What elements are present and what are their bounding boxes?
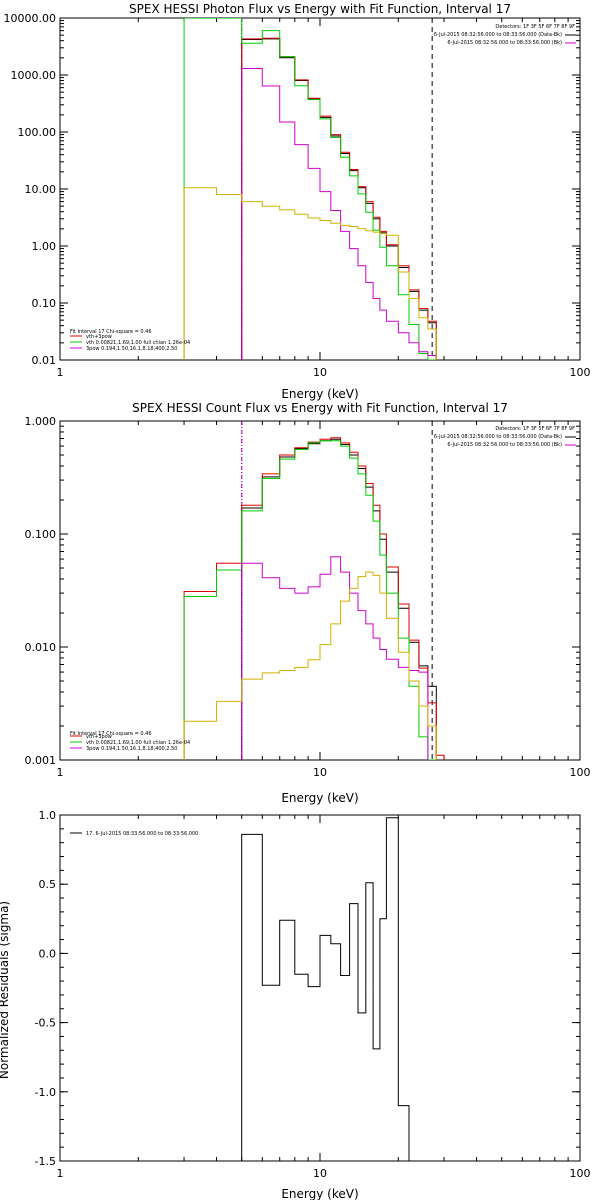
count-flux-title: SPEX HESSI Count Flux vs Energy with Fit… [132,401,508,415]
count-flux-header-line-2: 6-Jul-2015 08:32:56.000 to 08:33:56.000 … [434,434,562,440]
photon-flux-legend-label: vth+3pow [86,334,112,340]
residuals-ylabel: Normalized Residuals (sigma) [0,901,11,1079]
residuals-y-tick-label: -1.0 [35,1086,56,1099]
photon-flux-x-tick-label: 1 [57,366,64,379]
residuals-axes-frame [59,814,581,1162]
count-flux-x-tick-label: 1 [57,766,64,779]
residuals-y-tick-label: 0.5 [39,878,57,891]
residuals-x-tick-label: 1 [57,1167,64,1180]
photon-flux-x-tick-label: 100 [570,366,591,379]
count-flux-series-2-histogram [183,440,437,760]
count-flux-legend-label: vth+3pow [86,734,112,740]
residuals-y-tick-label: -0.5 [35,1017,56,1030]
count-flux-header-line-3: 6-Jul-2015 08:32:56.000 to 08:33:56.000 … [447,442,562,448]
photon-flux-series-2-histogram [183,18,437,360]
photon-flux-header-line-2: 6-Jul-2015 08:32:56.000 to 08:33:56.000 … [434,32,562,38]
photon-flux-x-tick-label: 10 [313,366,327,379]
count-flux-series-1-histogram [183,437,445,760]
photon-flux-legend-title: Fit Interval 17 Chi-square = 0.46 [70,329,152,335]
residuals-legend-label: 17. 6-Jul-2015 08:33:56.000 to 08:33:56.… [86,831,198,837]
photon-flux-header-line-3: 6-Jul-2015 08:32:56.000 to 08:33:56.000 … [447,40,562,46]
photon-flux-header-line-1: Detectors: 1F 3F 5F 6F 7F 8F 9F [495,24,575,30]
count-flux-xlabel: Energy (keV) [281,791,358,805]
photon-flux-y-tick-label: 0.10 [32,297,57,310]
photon-flux-legend-label: vth 0.00821,1.69,1.00 full chian 1.26e-0… [86,340,190,346]
photon-flux-y-tick-label: 1.00 [32,240,57,253]
count-flux-x-tick-label: 100 [570,766,591,779]
count-flux-series-3-histogram [241,556,429,760]
residuals-y-tick-label: 0.0 [39,947,57,960]
photon-flux-xlabel: Energy (keV) [281,387,358,401]
residuals-y-tick-label: 1.0 [39,809,57,822]
residuals-x-tick-label: 10 [313,1167,327,1180]
photon-flux-y-tick-label: 0.01 [32,354,57,367]
photon-flux-series-1-histogram [241,37,437,360]
photon-flux-series-3-histogram [241,68,437,360]
count-flux-y-tick-label: 0.001 [25,754,57,767]
residuals-panel: 1 10 100 -1.5 -1.0 -0.5 0.0 0.5 1.0 17. 6-Jul-201… [0,809,591,1200]
photon-flux-series-0-histogram [241,38,437,360]
count-flux-legend-label: vth 0.00821,1.69,1.00 full chian 1.26e-0… [86,740,190,746]
count-flux-y-tick-label: 1.000 [25,415,57,428]
residuals-xlabel: Energy (keV) [281,1187,358,1200]
count-flux-series-0-histogram [241,438,437,760]
photon-flux-series-4-histogram [183,187,437,360]
residuals-series-0-histogram [241,817,419,1161]
residuals-x-tick-label: 100 [570,1167,591,1180]
photon-flux-panel: SPEX HESSI Photon Flux vs Energy with Fi… [4,2,591,401]
residuals-y-tick-label: -1.5 [35,1155,56,1168]
count-flux-x-tick-label: 10 [313,766,327,779]
photon-flux-y-tick-label: 10.00 [25,183,57,196]
photon-flux-legend-label: 3pow 0.194,1.50,16.1,8.18,400,2.50 [86,346,177,352]
photon-flux-y-tick-label: 10000.00 [4,12,57,25]
photon-flux-y-tick-label: 1000.00 [11,69,57,82]
count-flux-y-tick-label: 0.010 [25,641,57,654]
photon-flux-title: SPEX HESSI Photon Flux vs Energy with Fi… [129,2,511,16]
count-flux-series-4-histogram [183,571,437,760]
count-flux-y-tick-label: 0.100 [25,528,57,541]
count-flux-header-line-1: Detectors: 1F 3F 5F 6F 7F 8F 9F [495,426,575,432]
photon-flux-y-tick-label: 100.00 [18,126,57,139]
count-flux-axes-frame [59,420,581,761]
count-flux-legend-title: Fit Interval 17 Chi-square = 0.46 [70,731,152,737]
count-flux-panel: SPEX HESSI Count Flux vs Energy with Fit… [25,401,591,805]
count-flux-legend-label: 3pow 0.194,1.50,16.1,8.18,400,2.50 [86,746,177,752]
